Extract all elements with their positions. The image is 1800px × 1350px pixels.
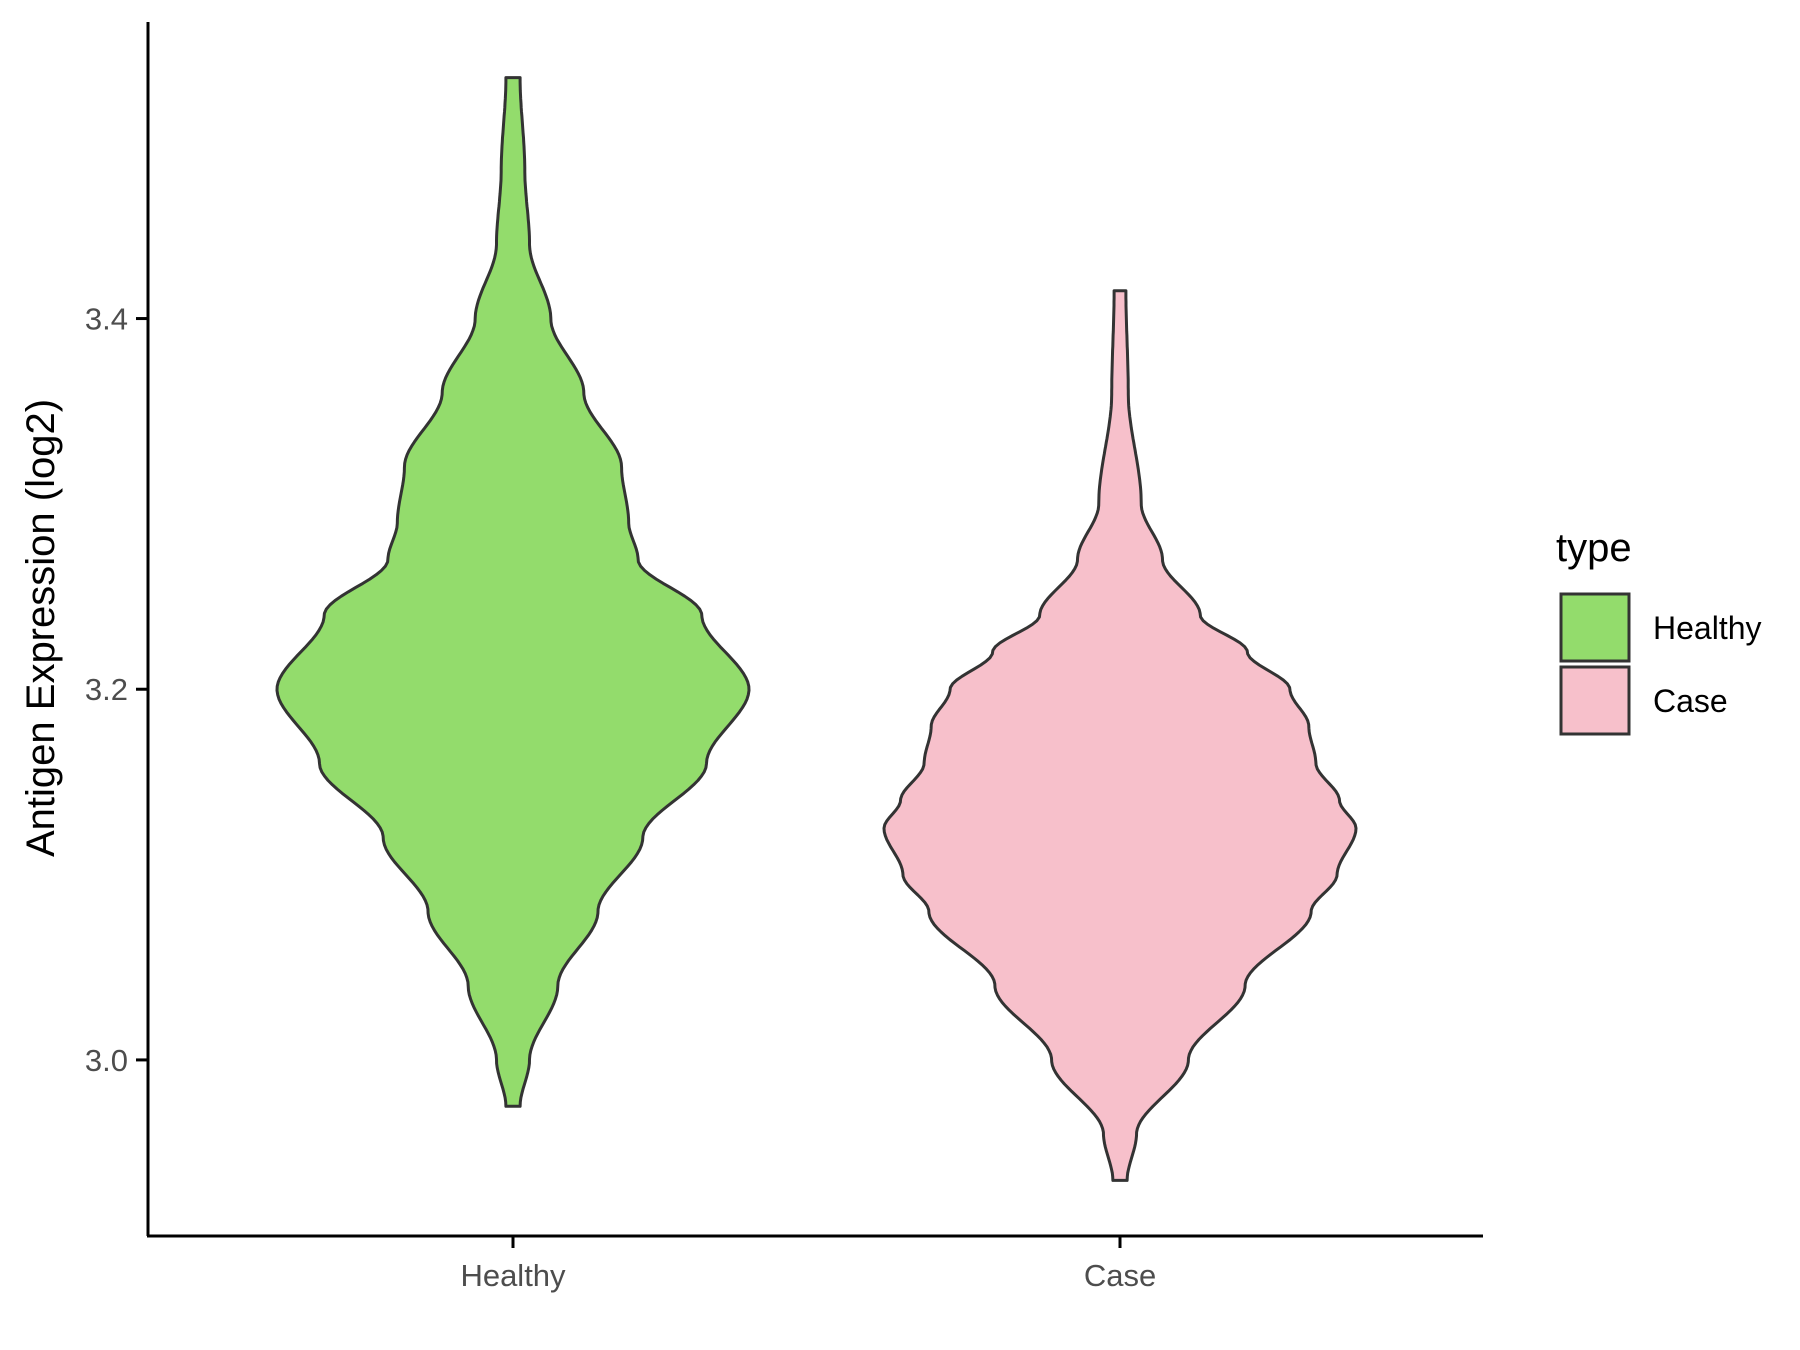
violin-case — [882, 289, 1358, 1182]
y-tick-label: 3.0 — [85, 1043, 128, 1078]
legend-title: type — [1556, 526, 1632, 570]
legend: type Healthy Case — [1556, 526, 1762, 736]
legend-label: Healthy — [1653, 610, 1762, 646]
x-tick-label: Case — [1084, 1258, 1156, 1293]
violin-healthy — [275, 76, 751, 1108]
x-ticks: Healthy Case — [460, 1236, 1156, 1293]
legend-swatch-case — [1559, 665, 1631, 736]
y-tick-label: 3.2 — [85, 672, 128, 707]
y-axis-title: Antigen Expression (log2) — [19, 399, 63, 857]
legend-swatch-healthy — [1559, 592, 1631, 663]
y-ticks: 3.0 3.2 3.4 — [85, 302, 148, 1078]
x-tick-label: Healthy — [460, 1258, 566, 1293]
legend-entries: Healthy Case — [1559, 592, 1762, 736]
y-tick-label: 3.4 — [85, 302, 128, 337]
legend-label: Case — [1653, 683, 1728, 719]
violin-layer — [275, 76, 1358, 1182]
